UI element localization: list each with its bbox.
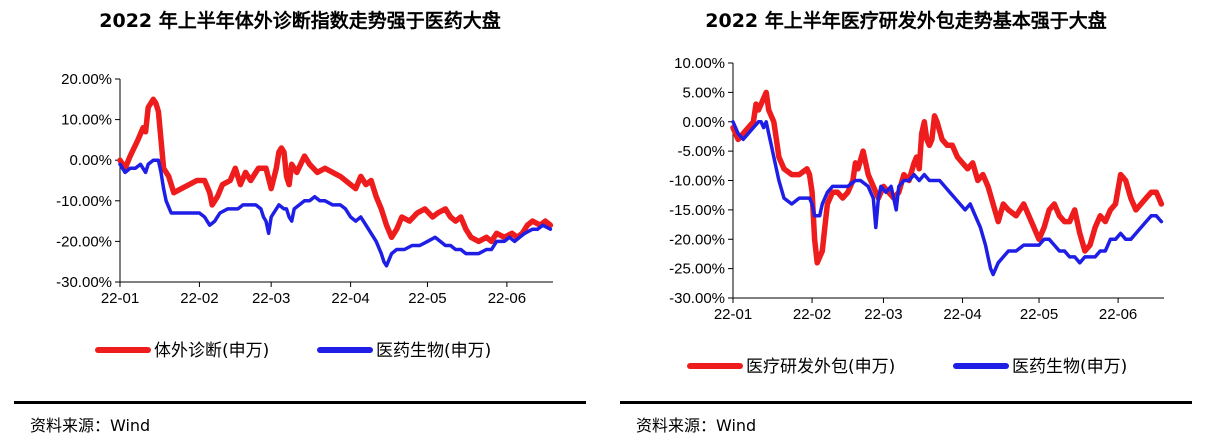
x-tick-label: 22-04: [943, 306, 981, 323]
legend-label: 医药生物(申万): [376, 341, 491, 361]
x-tick-label: 22-01: [101, 290, 139, 307]
x-tick-label: 22-05: [1020, 306, 1058, 323]
legend-label: 医疗研发外包(申万): [746, 357, 895, 377]
y-tick-label: 10.00%: [61, 112, 112, 129]
y-tick-label: -5.00%: [677, 143, 725, 160]
y-tick-label: 10.00%: [674, 55, 725, 72]
y-tick-label: -10.00%: [669, 173, 725, 190]
y-tick-label: -30.00%: [669, 290, 725, 307]
y-tick-label: -25.00%: [669, 261, 725, 278]
source-note: 资料来源：Wind: [636, 416, 757, 435]
chart-title: 2022 年上半年体外诊断指数走势强于医药大盘: [99, 10, 501, 32]
y-tick-label: 0.00%: [682, 114, 725, 131]
x-tick-label: 22-02: [180, 290, 218, 307]
source-note: 资料来源：Wind: [30, 416, 151, 435]
legend-label: 体外诊断(申万): [154, 341, 269, 361]
x-tick-label: 22-05: [408, 290, 446, 307]
y-tick-label: -20.00%: [56, 233, 112, 250]
y-tick-label: -15.00%: [669, 202, 725, 219]
x-tick-label: 22-04: [331, 290, 369, 307]
y-tick-label: -20.00%: [669, 231, 725, 248]
line-chart-left: 20.00%10.00%0.00%-10.00%-20.00%-30.00%22…: [56, 71, 554, 361]
line-chart-right: 10.00% 5.00% 0.00% -5.00% -10.00% -15.00% -20.…: [669, 55, 1165, 377]
y-tick-label: 20.00%: [61, 71, 112, 88]
y-tick-label: 0.00%: [69, 152, 112, 169]
divider-rule: [620, 401, 1192, 404]
y-tick-label: 5.00%: [682, 84, 725, 101]
y-tick-label: -10.00%: [56, 193, 112, 210]
series-line-0: [730, 89, 1165, 266]
x-tick-label: 22-06: [1099, 306, 1137, 323]
x-tick-label: 22-01: [714, 306, 752, 323]
chart-panel-right: 2022 年上半年医疗研发外包走势基本强于大盘 10.00% 5.00% 0.00%…: [606, 0, 1206, 442]
y-tick-label: -30.00%: [56, 274, 112, 291]
series-line-1: [118, 158, 553, 268]
legend-label: 医药生物(申万): [1012, 357, 1127, 377]
chart-panel-left: 2022 年上半年体外诊断指数走势强于医药大盘 20.00% 10.00% 0.00…: [0, 0, 600, 442]
series-line-0: [117, 96, 554, 245]
x-tick-label: 22-06: [488, 290, 526, 307]
divider-rule: [14, 401, 586, 404]
chart-title: 2022 年上半年医疗研发外包走势基本强于大盘: [705, 10, 1107, 32]
x-tick-label: 22-03: [864, 306, 902, 323]
x-tick-label: 22-02: [793, 306, 831, 323]
series-line-1: [731, 120, 1164, 277]
x-tick-label: 22-03: [252, 290, 290, 307]
